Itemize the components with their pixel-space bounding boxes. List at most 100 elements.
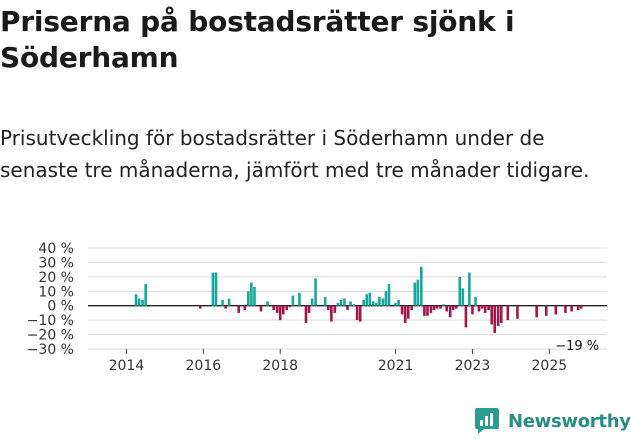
bar bbox=[330, 305, 333, 322]
bar bbox=[570, 305, 573, 312]
y-tick-label: −20 % bbox=[27, 328, 74, 344]
chart-title: Priserna på bostadsrätter sjönk i Söderh… bbox=[0, 5, 515, 74]
bar bbox=[397, 299, 400, 306]
bar bbox=[496, 305, 500, 326]
bar bbox=[141, 299, 144, 306]
bar bbox=[343, 298, 346, 306]
y-tick-label: −30 % bbox=[27, 342, 74, 358]
bar bbox=[387, 284, 391, 306]
y-tick-label: 20 % bbox=[38, 270, 74, 286]
bar bbox=[493, 305, 497, 334]
bar bbox=[477, 305, 481, 312]
y-tick-label: 0 % bbox=[47, 299, 74, 315]
bar bbox=[247, 291, 250, 306]
y-tick-label: −10 % bbox=[27, 313, 74, 329]
bar bbox=[429, 305, 433, 313]
bar bbox=[365, 294, 369, 306]
x-tick-label: 2014 bbox=[109, 358, 145, 374]
bar bbox=[381, 298, 385, 306]
bar bbox=[468, 272, 471, 306]
bar bbox=[439, 305, 442, 309]
bar bbox=[471, 305, 474, 315]
bar bbox=[420, 266, 423, 306]
bar bbox=[339, 299, 343, 306]
latest-value-annotation: −19 % bbox=[555, 339, 599, 354]
bar bbox=[314, 278, 317, 306]
bar bbox=[214, 272, 218, 306]
bar bbox=[355, 305, 359, 321]
x-tick-label: 2018 bbox=[262, 358, 298, 374]
bar bbox=[451, 305, 455, 311]
bar bbox=[487, 305, 490, 311]
bar bbox=[250, 282, 253, 306]
bar bbox=[253, 286, 256, 306]
bar bbox=[326, 305, 330, 311]
bar bbox=[278, 305, 282, 321]
bar bbox=[307, 305, 311, 313]
bar bbox=[198, 305, 202, 309]
bar bbox=[323, 297, 327, 306]
bar bbox=[211, 272, 215, 306]
bar bbox=[266, 301, 269, 306]
bars bbox=[134, 266, 583, 334]
bar bbox=[579, 305, 583, 309]
x-tick-label: 2025 bbox=[532, 358, 568, 374]
y-tick-label: 10 % bbox=[38, 284, 74, 300]
bar bbox=[464, 305, 468, 328]
bar bbox=[448, 305, 452, 318]
newsworthy-logo-icon bbox=[475, 408, 499, 434]
bar bbox=[413, 282, 417, 306]
x-tick-label: 2023 bbox=[455, 358, 491, 374]
bar bbox=[423, 305, 426, 316]
bar bbox=[403, 305, 407, 324]
bar bbox=[506, 305, 510, 321]
bar bbox=[346, 305, 349, 311]
bar bbox=[432, 305, 436, 311]
bar bbox=[349, 301, 352, 306]
brand-name: Newsworthy bbox=[508, 410, 631, 432]
bar-chart: 40 %30 %20 %10 %0 %−10 %−20 %−30 % 2014 2… bbox=[27, 241, 607, 374]
chart-subtitle: Prisutveckling för bostadsrätter i Söder… bbox=[0, 126, 590, 182]
bar bbox=[410, 305, 414, 311]
x-tick-label: 2016 bbox=[186, 358, 222, 374]
bar bbox=[426, 305, 429, 316]
bar bbox=[298, 292, 301, 306]
y-tick-label: 30 % bbox=[38, 255, 74, 271]
grid-lines bbox=[88, 247, 607, 350]
bar bbox=[576, 305, 580, 311]
bar bbox=[137, 298, 141, 306]
bar bbox=[371, 301, 375, 306]
bar bbox=[275, 305, 279, 313]
bar bbox=[435, 305, 439, 309]
bar bbox=[378, 297, 381, 306]
bar bbox=[291, 295, 295, 306]
bar bbox=[352, 304, 356, 306]
bar bbox=[237, 305, 241, 313]
bar bbox=[362, 299, 365, 306]
y-tick-label: 40 % bbox=[38, 241, 74, 257]
bar bbox=[221, 299, 224, 306]
bar bbox=[333, 305, 337, 313]
bar bbox=[416, 279, 420, 306]
bar bbox=[554, 305, 558, 315]
bar bbox=[480, 305, 484, 309]
bar bbox=[499, 305, 503, 324]
bar bbox=[490, 305, 493, 325]
bar bbox=[384, 291, 388, 306]
bar bbox=[454, 305, 458, 309]
bar bbox=[445, 305, 448, 312]
bar bbox=[516, 305, 519, 319]
bar bbox=[144, 284, 147, 306]
bar bbox=[336, 302, 340, 306]
bar bbox=[368, 292, 372, 306]
bar bbox=[535, 305, 538, 318]
bar bbox=[442, 304, 445, 306]
bar bbox=[285, 305, 289, 311]
bar bbox=[544, 305, 548, 316]
brand-logo: Newsworthy bbox=[474, 406, 631, 436]
bar bbox=[272, 305, 275, 311]
bar bbox=[281, 305, 285, 315]
bar bbox=[358, 305, 362, 322]
bar bbox=[224, 305, 227, 309]
bar bbox=[375, 302, 378, 306]
